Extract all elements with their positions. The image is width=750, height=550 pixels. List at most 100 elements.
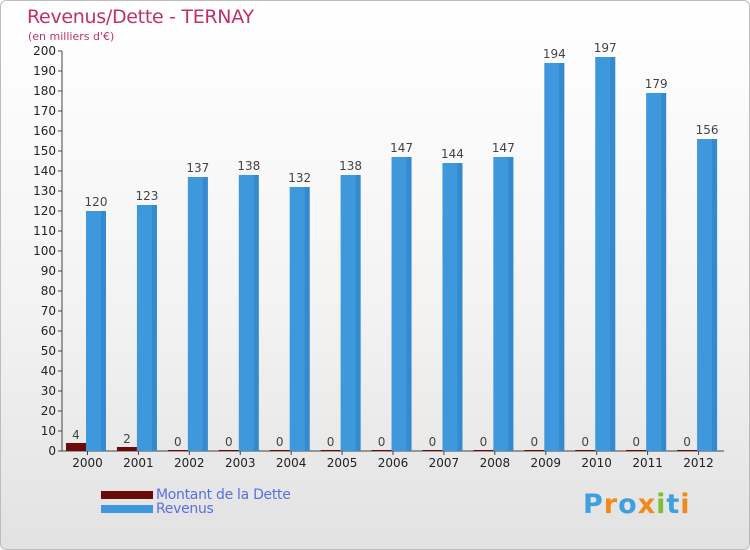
y-tick-label: 170 bbox=[33, 104, 56, 118]
bar-dette bbox=[269, 450, 290, 451]
y-tick-label: 180 bbox=[33, 84, 56, 98]
bar-revenus-shade bbox=[355, 175, 361, 451]
data-label-revenus: 138 bbox=[339, 159, 362, 173]
bar-revenus-shade bbox=[202, 177, 208, 451]
y-tick-label: 30 bbox=[41, 384, 56, 398]
proxiti-logo: Proxiti bbox=[583, 489, 691, 520]
bar-dette bbox=[320, 450, 341, 451]
data-label-revenus: 156 bbox=[696, 123, 719, 137]
x-tick-label: 2006 bbox=[378, 456, 409, 470]
data-label-dette: 4 bbox=[72, 428, 80, 442]
logo-letter: t bbox=[666, 489, 681, 520]
bar-dette bbox=[677, 450, 698, 451]
logo-letter: i bbox=[680, 489, 691, 520]
legend-label-dette: Montant de la Dette bbox=[156, 487, 291, 503]
y-tick-label: 140 bbox=[33, 164, 56, 178]
x-tick-label: 2010 bbox=[581, 456, 612, 470]
bar-revenus-shade bbox=[712, 139, 718, 451]
bar-dette bbox=[524, 450, 545, 451]
x-tick-label: 2011 bbox=[632, 456, 663, 470]
data-label-dette: 0 bbox=[480, 435, 488, 449]
y-tick-label: 20 bbox=[41, 404, 56, 418]
x-tick-label: 2008 bbox=[480, 456, 511, 470]
bar-revenus-shade bbox=[406, 157, 412, 451]
data-label-revenus: 137 bbox=[186, 161, 209, 175]
legend-label-revenus: Revenus bbox=[156, 501, 214, 517]
data-label-revenus: 147 bbox=[390, 141, 413, 155]
x-tick-label: 2007 bbox=[429, 456, 460, 470]
bar-dette bbox=[167, 450, 188, 451]
y-tick-label: 50 bbox=[41, 344, 56, 358]
bar-dette bbox=[626, 450, 647, 451]
bar-revenus-shade bbox=[101, 211, 106, 451]
bar-revenus-shade bbox=[253, 175, 259, 451]
y-tick-label: 90 bbox=[41, 264, 56, 278]
data-label-revenus: 147 bbox=[492, 141, 515, 155]
logo-letter: x bbox=[637, 489, 657, 520]
y-tick-label: 110 bbox=[33, 224, 56, 238]
data-label-dette: 0 bbox=[581, 435, 589, 449]
x-tick-label: 2005 bbox=[327, 456, 358, 470]
y-tick-label: 80 bbox=[41, 284, 56, 298]
y-tick-label: 200 bbox=[33, 44, 56, 58]
x-tick-label: 2000 bbox=[72, 456, 103, 470]
y-tick-label: 100 bbox=[33, 244, 56, 258]
x-tick-label: 2009 bbox=[530, 456, 561, 470]
logo-letter: P bbox=[583, 489, 604, 520]
bar-revenus-shade bbox=[610, 57, 616, 451]
data-label-dette: 0 bbox=[378, 435, 386, 449]
bar-revenus-shade bbox=[151, 205, 157, 451]
bar-dette bbox=[218, 450, 239, 451]
y-tick-label: 0 bbox=[48, 444, 56, 458]
bar-revenus-shade bbox=[661, 93, 667, 451]
data-label-revenus: 197 bbox=[594, 41, 617, 55]
data-label-dette: 0 bbox=[683, 435, 691, 449]
y-tick-label: 150 bbox=[33, 144, 56, 158]
y-tick-label: 120 bbox=[33, 204, 56, 218]
data-label-revenus: 132 bbox=[288, 171, 311, 185]
legend-swatch-revenus bbox=[101, 505, 153, 513]
x-tick-label: 2004 bbox=[276, 456, 307, 470]
data-label-dette: 0 bbox=[429, 435, 437, 449]
logo-letter: r bbox=[603, 489, 619, 520]
bar-chart: 0102030405060708090100110120130140150160… bbox=[33, 41, 724, 470]
data-label-dette: 0 bbox=[632, 435, 640, 449]
bar-revenus-shade bbox=[559, 63, 565, 451]
y-tick-label: 10 bbox=[41, 424, 56, 438]
logo-letter: i bbox=[656, 489, 667, 520]
bar-dette bbox=[116, 447, 137, 451]
chart-subtitle: (en milliers d'€) bbox=[28, 30, 115, 43]
data-label-dette: 0 bbox=[530, 435, 538, 449]
logo-letter: o bbox=[618, 489, 638, 520]
y-tick-label: 190 bbox=[33, 64, 56, 78]
bar-dette bbox=[371, 450, 392, 451]
legend-swatch-dette bbox=[101, 491, 153, 499]
data-label-revenus: 120 bbox=[85, 195, 108, 209]
bar-dette bbox=[575, 450, 596, 451]
x-tick-label: 2012 bbox=[683, 456, 714, 470]
data-label-dette: 0 bbox=[174, 435, 182, 449]
y-tick-label: 40 bbox=[41, 364, 56, 378]
data-label-dette: 2 bbox=[123, 432, 131, 446]
data-label-dette: 0 bbox=[327, 435, 335, 449]
data-label-dette: 0 bbox=[276, 435, 284, 449]
data-label-revenus: 138 bbox=[237, 159, 260, 173]
data-label-revenus: 179 bbox=[645, 77, 668, 91]
data-label-revenus: 144 bbox=[441, 147, 464, 161]
x-tick-label: 2003 bbox=[225, 456, 256, 470]
bar-dette bbox=[473, 450, 494, 451]
data-label-revenus: 123 bbox=[135, 189, 158, 203]
data-label-revenus: 194 bbox=[543, 47, 566, 61]
y-tick-label: 70 bbox=[41, 304, 56, 318]
y-tick-label: 160 bbox=[33, 124, 56, 138]
bar-dette bbox=[422, 450, 443, 451]
y-tick-label: 130 bbox=[33, 184, 56, 198]
y-tick-label: 60 bbox=[41, 324, 56, 338]
bar-revenus-shade bbox=[304, 187, 310, 451]
bar-revenus-shade bbox=[457, 163, 463, 451]
bar-dette bbox=[66, 443, 86, 451]
x-tick-label: 2001 bbox=[123, 456, 154, 470]
data-label-dette: 0 bbox=[225, 435, 233, 449]
bar-revenus-shade bbox=[508, 157, 514, 451]
